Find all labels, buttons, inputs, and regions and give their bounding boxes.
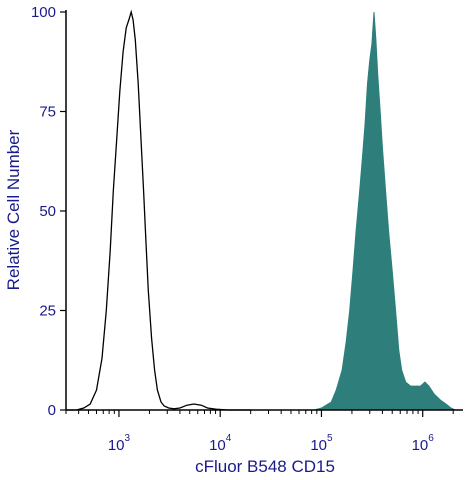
x-tick-label: 103 <box>108 433 131 454</box>
series-outline-histogram <box>66 9 251 411</box>
axes <box>65 10 463 411</box>
x-tick-label: 105 <box>310 433 333 454</box>
y-tick-label: 50 <box>39 203 56 220</box>
y-tick-label: 75 <box>39 104 56 121</box>
series-filled-histogram <box>314 11 456 411</box>
x-tick-label: 104 <box>209 433 232 454</box>
ticks: 0 25 50 75 100 103 104 105 106 <box>31 4 454 454</box>
x-axis-title: cFluor B548 CD15 <box>195 457 335 476</box>
y-axis-title: Relative Cell Number <box>4 129 23 290</box>
x-tick-label: 106 <box>412 433 435 454</box>
y-tick-label: 0 <box>48 402 56 419</box>
y-tick-label: 25 <box>39 303 56 320</box>
plot-series <box>66 9 456 411</box>
y-tick-label: 100 <box>31 4 56 21</box>
